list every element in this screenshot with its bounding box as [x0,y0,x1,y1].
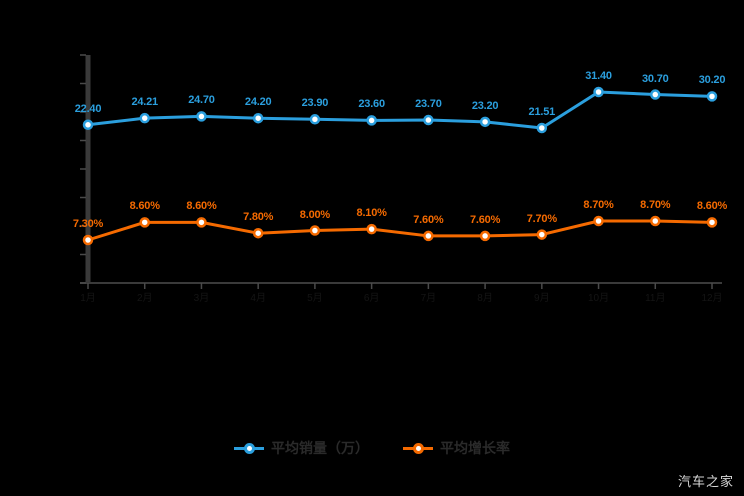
data-label: 8.00% [299,208,331,221]
data-point[interactable] [650,89,661,100]
x-axis-tick-label: 11月 [645,292,665,304]
data-label: 7.80% [243,211,274,224]
circle-ring-icon [403,441,433,455]
data-label: 8.60% [186,200,217,213]
x-axis-tick-label: 10月 [588,292,609,304]
x-axis-tick-label: 7月 [421,292,437,304]
data-label: 7.60% [413,213,444,226]
series-line [86,219,714,242]
data-point[interactable] [650,215,661,227]
legend-item-sales[interactable]: 平均销量（万） [234,438,369,458]
data-label: 8.70% [583,199,614,211]
data-label: 21.51 [528,106,556,118]
data-point[interactable] [423,114,434,126]
legend-item-growth[interactable]: 平均增长率 [403,438,510,458]
data-label: 30.70 [642,72,669,85]
x-axis-tick-label: 5月 [307,292,323,304]
data-label: 7.30% [72,218,104,230]
x-axis-tick-label: 1月 [80,292,96,304]
data-label: 24.70 [188,94,215,107]
data-point[interactable] [706,91,718,102]
data-label: 23.90 [301,97,329,110]
chart-legend: 平均销量（万） 平均增长率 [0,438,744,458]
data-point[interactable] [536,122,548,134]
data-label: 23.70 [415,98,442,111]
data-point[interactable] [139,112,150,124]
data-label: 8.10% [356,207,387,220]
data-label: 8.70% [640,199,671,211]
data-point[interactable] [479,230,491,242]
data-label: 8.60% [696,200,728,213]
chart-series [82,86,718,246]
data-label: 24.20 [244,96,272,109]
data-label: 7.70% [526,212,557,225]
data-label: 31.40 [585,70,612,82]
data-label: 30.20 [698,74,726,87]
data-label: 24.21 [131,96,158,109]
data-point[interactable] [196,217,207,228]
x-axis-tick-label: 8月 [477,292,493,304]
data-point[interactable] [252,112,264,124]
x-axis-tick-label: 6月 [364,292,380,304]
data-point[interactable] [366,223,377,235]
data-point[interactable] [252,227,264,239]
plot-area: 22.40 24.21 24.70 24.20 23.90 23.60 23.70 23.20… [73,55,727,285]
data-point[interactable] [706,217,718,228]
watermark: 汽车之家 [677,475,734,490]
data-label: 8.60% [129,200,160,213]
legend-label-sales: 平均销量（万） [271,440,369,456]
data-point[interactable] [479,116,491,128]
series-line [86,90,714,130]
data-point[interactable] [139,217,150,228]
x-axis-tick-label: 2月 [137,292,153,304]
x-axis-tick-label: 12月 [701,292,722,304]
data-point[interactable] [309,114,321,125]
data-point[interactable] [593,215,604,227]
data-point[interactable] [423,230,434,242]
legend-label-growth: 平均增长率 [440,440,510,456]
data-label: 7.60% [469,213,501,226]
data-point[interactable] [536,229,548,240]
data-label: 23.60 [358,98,385,111]
data-label: 23.20 [471,99,499,112]
data-point[interactable] [593,86,604,98]
data-point[interactable] [82,119,94,131]
chart-axes: 1月 2月 3月 4月 5月 6月 7月 8月 9月 10月 11月 12月 [80,54,723,304]
data-point[interactable] [309,225,321,236]
x-axis-tick-label: 4月 [250,292,266,304]
x-axis-tick-label: 3月 [194,292,210,304]
data-point[interactable] [82,234,94,246]
circle-ring-icon [234,441,264,455]
data-label: 22.40 [74,102,102,115]
x-axis-tick-label: 9月 [534,292,550,304]
data-point[interactable] [366,115,377,126]
data-point[interactable] [196,111,207,122]
